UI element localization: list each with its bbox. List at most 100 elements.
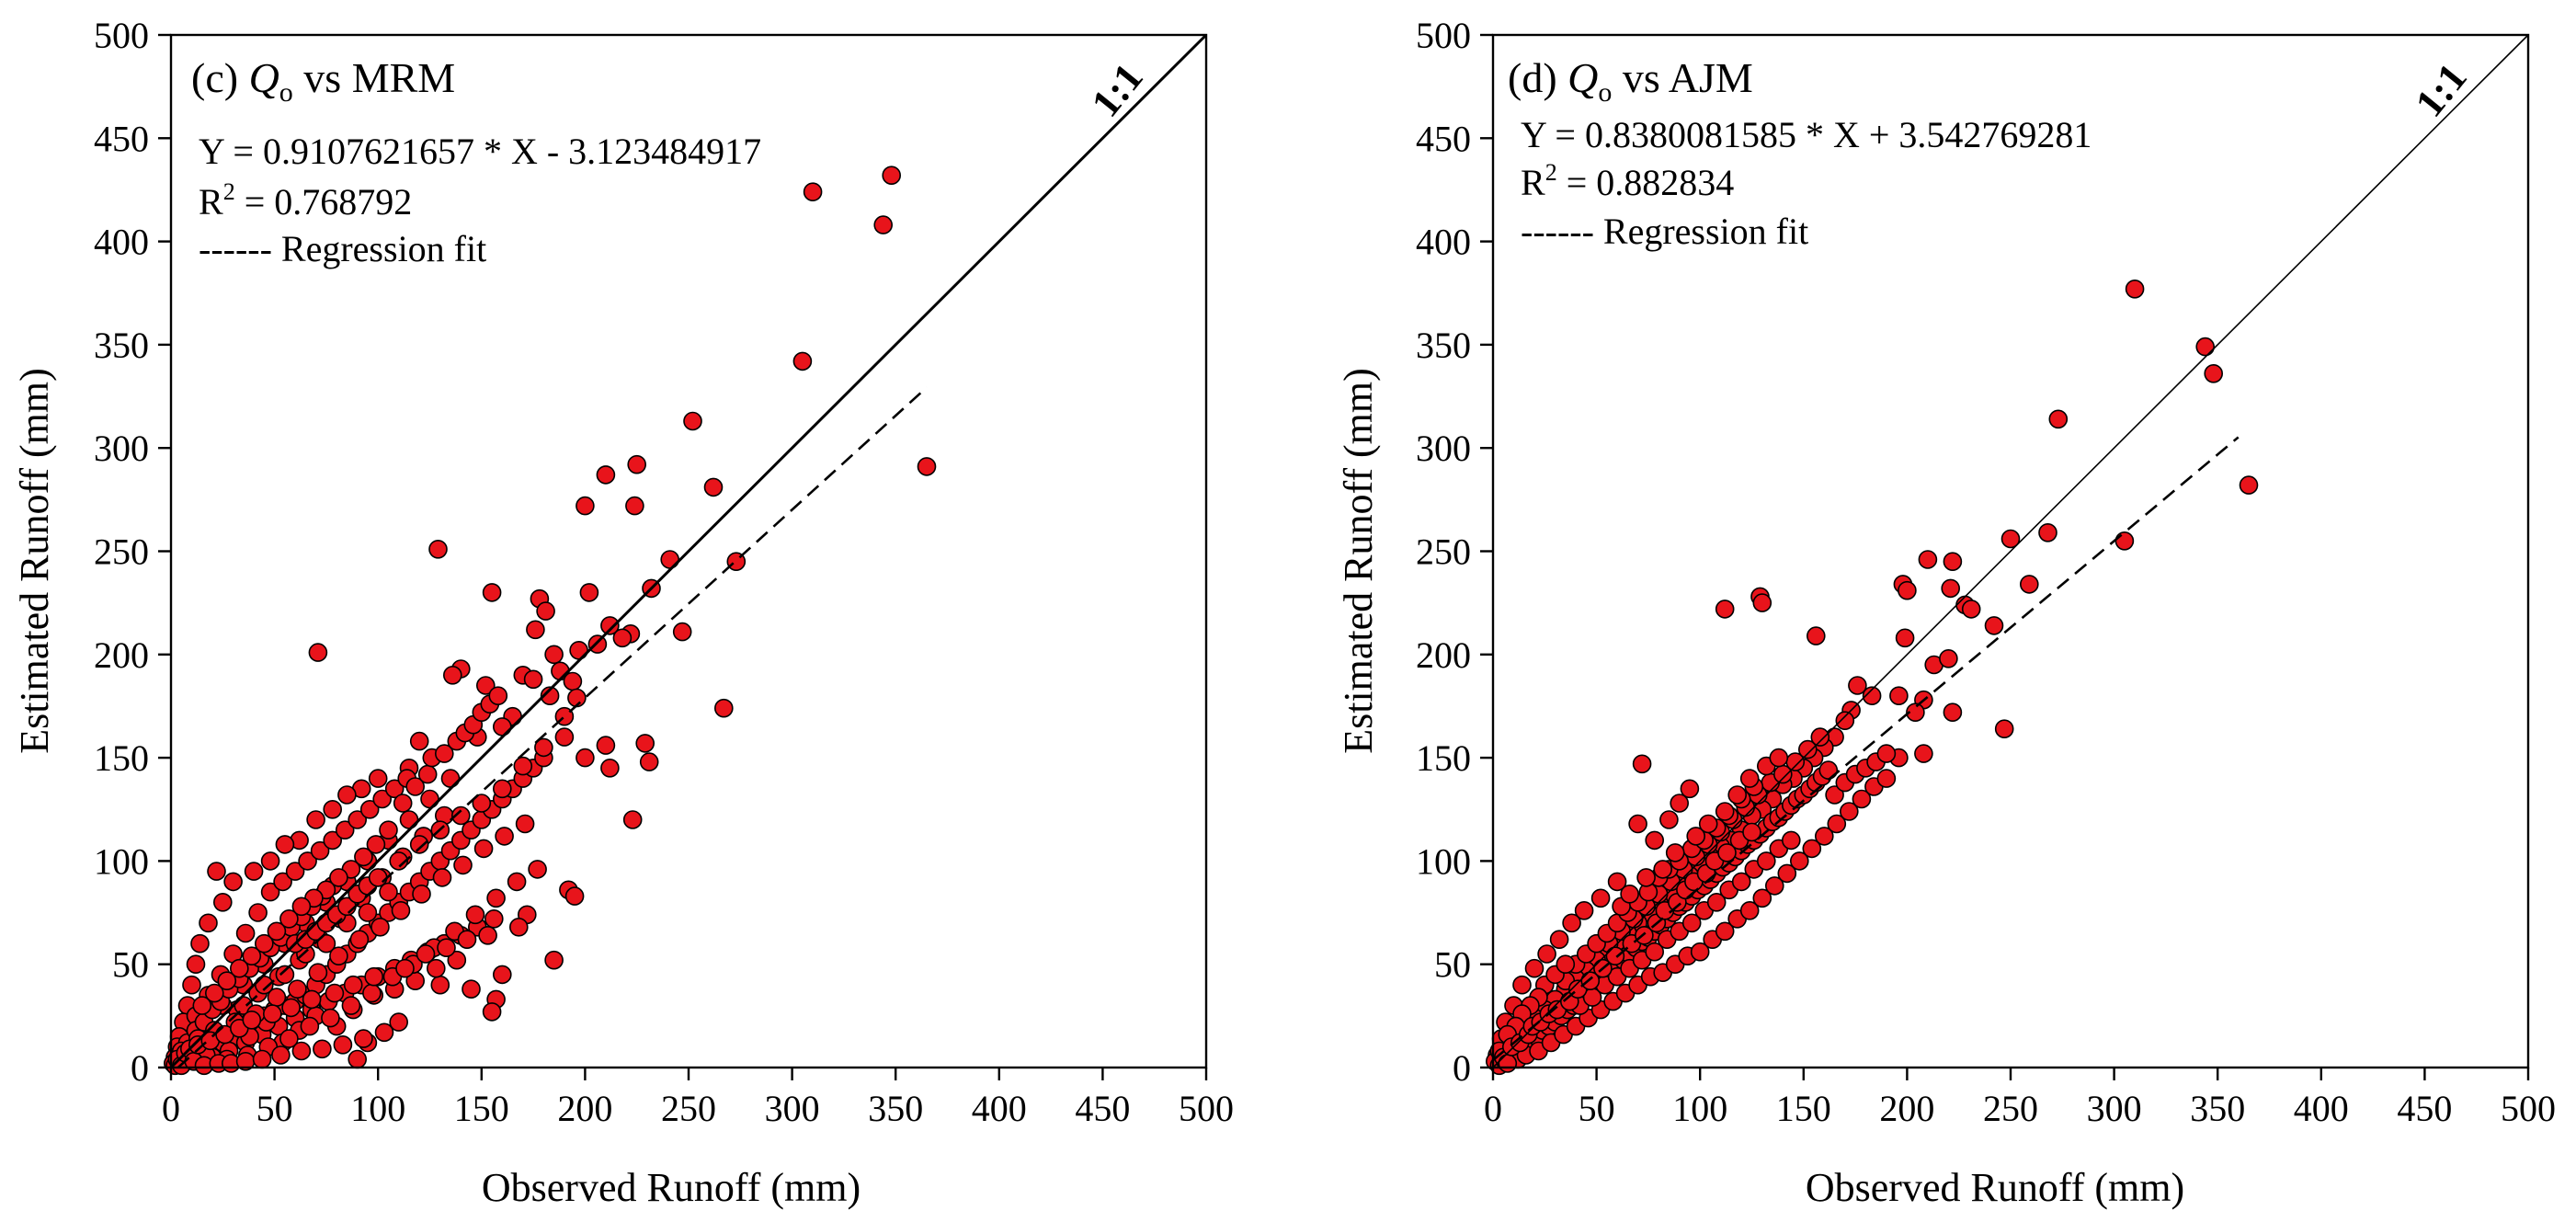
panel-c-point [308, 963, 328, 982]
panel-c-point [507, 872, 527, 892]
panel-c-point [488, 686, 508, 706]
panel-d-point [1698, 814, 1718, 834]
panel-c-point [600, 758, 620, 778]
panel-c-point [508, 917, 529, 937]
panel-c-point [192, 996, 212, 1015]
panel-c-y-tick-label: 50 [112, 944, 149, 986]
panel-d-y-tick-label: 400 [1416, 222, 1471, 263]
panel-c-x-tick-label: 200 [557, 1088, 612, 1129]
panel-c-point [235, 923, 256, 943]
panel-c-point [384, 779, 405, 799]
panel-c-point [354, 847, 373, 867]
panel-d-point [1717, 843, 1737, 862]
panel-c-point [515, 814, 535, 834]
panel-c-point [873, 215, 894, 234]
panel-d-point [2239, 475, 2259, 495]
panel-d-point [1686, 827, 1705, 846]
panel-c-point [393, 794, 413, 813]
panel-c-point [554, 727, 575, 747]
panel-d-point [1848, 676, 1867, 695]
panel-d-point [1777, 863, 1797, 884]
panel-c-x-tick-label: 100 [350, 1088, 405, 1129]
panel-c-point [625, 496, 644, 516]
panel-c-point [389, 851, 409, 871]
panel-c-point [252, 1049, 272, 1069]
panel-c-y-tick-label: 100 [94, 840, 149, 882]
panel-c-point [372, 789, 393, 809]
panel-c-point [279, 908, 299, 929]
panel-d-point [1906, 702, 1925, 723]
panel-d-fit-legend: ------ Regression fit [1521, 211, 1808, 252]
panel-d-x-tick-label: 300 [2087, 1088, 2142, 1129]
panel-d-point [1512, 975, 1532, 995]
panel-c-point [358, 903, 378, 922]
panel-d-point [1742, 822, 1761, 842]
panel-c-point [254, 933, 274, 954]
panel-d-point [1636, 868, 1656, 887]
panel-c-point [465, 905, 485, 925]
panel-d-axes: 0 50 100 150 200 250 300 350 400 450 500 0 50 100 150 2… [1416, 15, 2556, 1129]
panel-c-point [262, 1004, 282, 1023]
panel-c-point [639, 752, 659, 771]
panel-c-x-tick-label: 300 [765, 1088, 820, 1129]
panel-d-y-tick-label: 200 [1416, 634, 1471, 676]
panel-c-point [368, 769, 388, 788]
panel-c-point [576, 496, 595, 516]
panel-d-point [1739, 769, 1760, 788]
panel-d-point [1939, 648, 1958, 668]
panel-c-y-axis-title: Estimated Runoff (mm) [12, 368, 57, 754]
panel-c-y-tick-label: 450 [94, 118, 149, 159]
panel-d-point [2204, 363, 2223, 383]
panel-c-point [273, 872, 292, 892]
panel-c-points-layer [164, 166, 937, 1076]
panel-c-point [495, 827, 514, 846]
panel-c-point [366, 835, 386, 854]
panel-c-point [182, 975, 201, 995]
panel-c-point [260, 882, 280, 902]
panel-c-point [310, 840, 330, 861]
panel-c-y-tick-label: 0 [131, 1047, 149, 1089]
panel-c-point [323, 830, 343, 851]
panel-c-one-to-one-line [169, 33, 1208, 1069]
panel-c-point [321, 1008, 340, 1028]
panel-c-x-tick-label: 500 [1179, 1088, 1234, 1129]
panel-c-point [379, 882, 398, 902]
panel-c-x-tick-label: 250 [661, 1088, 716, 1129]
panel-d-y-tick-label: 350 [1416, 325, 1471, 366]
panel-d-point [1943, 702, 1963, 723]
panel-d-point [1769, 748, 1789, 768]
panel-d-point [1790, 851, 1809, 871]
panel-c-one-to-one-label: 1:1 [1083, 55, 1152, 125]
panel-d-x-tick-label: 350 [2190, 1088, 2245, 1129]
panel-d-chart: 0 50 100 150 200 250 300 350 400 450 500 0 50 100 150 2… [1336, 15, 2556, 1210]
panel-c-point [374, 1022, 394, 1043]
panel-d-y-tick-label: 300 [1416, 428, 1471, 469]
panel-d-point [1898, 580, 1917, 600]
panel-d-point [2195, 337, 2215, 357]
panel-d-point [1645, 942, 1664, 962]
panel-d-point [1690, 942, 1710, 962]
panel-c-point [434, 744, 454, 763]
panel-d-point [1706, 892, 1727, 912]
panel-c-point [190, 933, 210, 954]
panel-c-point [391, 900, 411, 920]
panel-d-y-tick-label: 450 [1416, 118, 1471, 159]
panel-d-point [1765, 876, 1784, 896]
panel-d-point [1835, 711, 1855, 731]
panel-c-point [627, 454, 647, 474]
panel-c-point [457, 930, 477, 950]
panel-c-point [417, 764, 438, 784]
panel-d-point [1862, 686, 1882, 706]
panel-c-point [882, 166, 902, 185]
panel-c-y-tick-label: 300 [94, 428, 149, 469]
panel-d-point [1715, 921, 1735, 942]
panel-c-x-tick-label: 350 [868, 1088, 923, 1129]
panel-c-point [271, 1045, 291, 1065]
panel-d-point [1628, 814, 1647, 834]
panel-c-point [492, 965, 512, 985]
panel-d-point [1715, 600, 1735, 619]
panel-d-point [1537, 944, 1556, 964]
panel-c-point [223, 872, 243, 892]
panel-c-point [395, 958, 415, 978]
panel-d-point [2048, 409, 2069, 429]
